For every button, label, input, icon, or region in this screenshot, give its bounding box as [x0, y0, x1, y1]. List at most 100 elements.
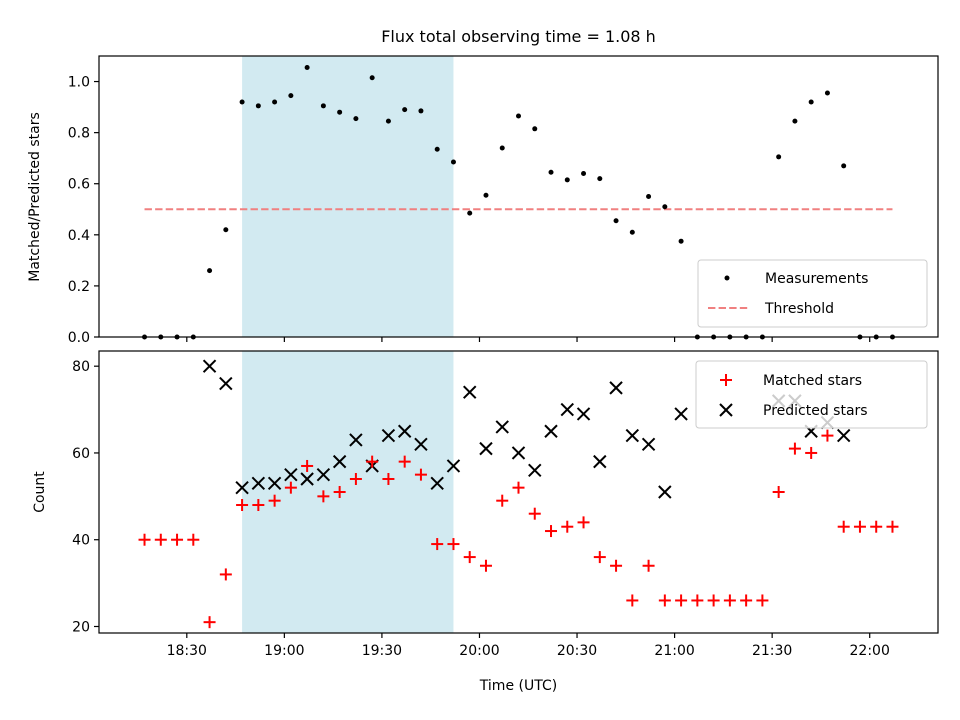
- matched-point: [723, 594, 736, 607]
- matched-point: [805, 446, 818, 459]
- measurement-point: [320, 103, 326, 109]
- predicted-point: [560, 402, 574, 417]
- measurement-point: [434, 146, 440, 152]
- y-tick-label: 1.0: [68, 75, 90, 91]
- y-tick-label: 40: [72, 533, 90, 549]
- measurement-point: [207, 268, 213, 274]
- predicted-point: [511, 446, 526, 460]
- predicted-point: [235, 480, 249, 495]
- predicted-point: [251, 476, 266, 491]
- measurement-point: [223, 227, 229, 233]
- predicted-point: [202, 359, 217, 373]
- x-tick-label: 20:30: [557, 643, 597, 659]
- measurement-point: [353, 116, 359, 122]
- measurement-point: [548, 169, 554, 175]
- y-tick-label: 0.8: [68, 126, 90, 142]
- measurement-point: [337, 109, 343, 115]
- matched-point: [333, 486, 346, 498]
- matched-point: [236, 499, 249, 512]
- matched-point: [626, 594, 639, 607]
- legend-measurements-marker: [724, 275, 730, 281]
- predicted-point: [332, 454, 347, 469]
- matched-point: [821, 429, 834, 442]
- matched-point: [252, 499, 265, 512]
- measurement-point: [581, 171, 587, 177]
- y-tick-label: 0.4: [68, 228, 90, 244]
- matched-point: [512, 481, 525, 494]
- matched-point: [187, 533, 200, 546]
- predicted-point: [528, 463, 542, 478]
- measurement-point: [288, 93, 294, 99]
- matched-point: [268, 494, 281, 507]
- matched-point: [382, 472, 395, 485]
- predicted-point: [300, 472, 314, 486]
- predicted-point: [397, 424, 412, 438]
- matched-point: [528, 507, 541, 520]
- predicted-point: [641, 437, 656, 451]
- predicted-point: [576, 407, 591, 421]
- matched-point: [366, 455, 379, 468]
- predicted-point: [544, 424, 558, 438]
- predicted-point: [625, 428, 640, 443]
- y-tick-label: 80: [72, 359, 90, 375]
- y-tick-label: 20: [72, 619, 90, 635]
- legend-matched-label: Matched stars: [763, 373, 862, 389]
- predicted-point: [593, 454, 607, 469]
- predicted-point: [267, 476, 282, 491]
- matched-point: [707, 594, 720, 607]
- matched-point: [642, 559, 655, 572]
- measurement-point: [564, 177, 570, 183]
- measurement-point: [239, 99, 245, 105]
- matched-point: [756, 594, 769, 607]
- matched-point: [593, 551, 606, 564]
- measurement-point: [824, 90, 830, 96]
- matched-point: [414, 468, 427, 481]
- measurement-point: [483, 192, 489, 198]
- matched-point: [203, 616, 216, 629]
- axes-frame: [98, 55, 939, 338]
- matched-point: [317, 490, 330, 503]
- shaded-interval: [242, 351, 454, 633]
- y-tick-label: 60: [72, 446, 90, 462]
- predicted-point: [674, 407, 688, 421]
- matched-point: [431, 538, 444, 551]
- legend-predicted-label: Predicted stars: [763, 403, 868, 419]
- predicted-point: [836, 428, 851, 443]
- measurement-point: [841, 163, 847, 169]
- predicted-point: [446, 459, 461, 473]
- matched-point: [479, 559, 492, 572]
- matched-point: [138, 533, 151, 546]
- matched-point: [447, 538, 460, 551]
- measurement-point: [450, 159, 456, 165]
- measurement-point: [808, 99, 814, 105]
- measurement-point: [255, 103, 261, 109]
- bottom-ylabel: Count: [32, 471, 48, 513]
- matched-point: [772, 486, 785, 498]
- predicted-point: [658, 485, 672, 499]
- axes-frame: [98, 350, 939, 634]
- measurement-point: [369, 75, 375, 81]
- measurement-point: [613, 218, 619, 224]
- matched-point: [675, 594, 688, 607]
- x-tick-label: 20:00: [459, 643, 499, 659]
- x-tick-label: 18:30: [167, 643, 207, 659]
- measurement-point: [516, 113, 521, 119]
- legend-bottom-frame: [695, 360, 928, 429]
- predicted-point: [349, 433, 363, 447]
- x-axis-label: Time (UTC): [479, 678, 557, 694]
- matched-point: [870, 520, 883, 533]
- measurement-point: [678, 238, 684, 244]
- matched-point: [561, 520, 574, 533]
- matched-point: [219, 568, 232, 581]
- matched-point: [463, 551, 476, 564]
- legend-measurements-label: Measurements: [765, 271, 868, 287]
- matched-point: [837, 520, 850, 533]
- predicted-point: [479, 441, 493, 456]
- ratio-panel: 0.0 0.2 0.4 0.6 0.8 1.0: [68, 55, 939, 346]
- measurement-point: [499, 145, 505, 151]
- measurement-point: [304, 64, 310, 70]
- matched-point: [171, 533, 184, 546]
- matched-point: [691, 594, 704, 607]
- measurement-point: [418, 108, 424, 114]
